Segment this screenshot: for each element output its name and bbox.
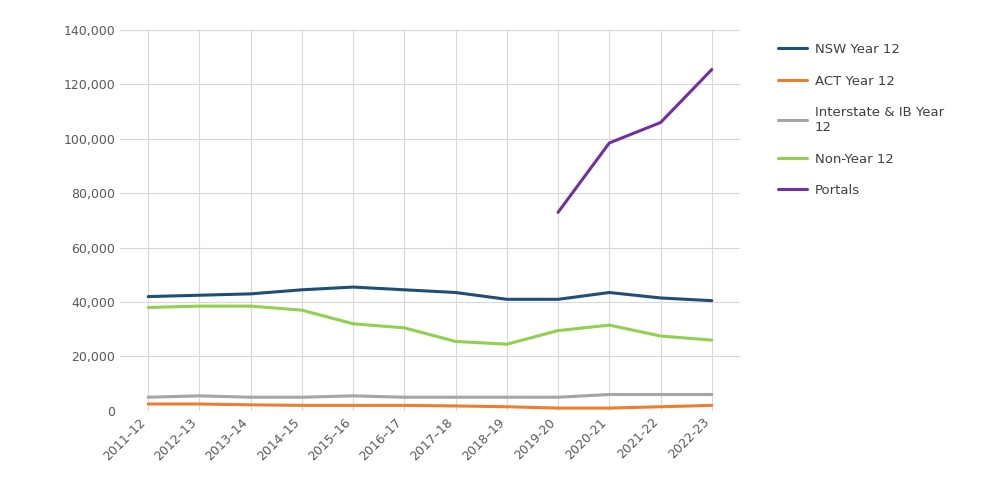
Interstate & IB Year
12 [142,394,154,400]
Non-Year 12 [603,322,615,328]
Non-Year 12 [193,303,205,309]
Non-Year 12 [655,333,667,339]
NSW Year 12 [501,296,513,302]
Non-Year 12 [398,325,410,331]
Non-Year 12 [552,328,564,334]
Portals [552,209,564,215]
Line: Non-Year 12: Non-Year 12 [148,306,712,344]
Non-Year 12 [450,339,462,345]
NSW Year 12 [450,290,462,296]
ACT Year 12 [347,402,359,408]
ACT Year 12 [450,403,462,409]
ACT Year 12 [398,402,410,408]
Interstate & IB Year
12 [706,391,718,397]
Line: NSW Year 12: NSW Year 12 [148,287,712,301]
Interstate & IB Year
12 [347,393,359,399]
NSW Year 12 [552,296,564,302]
NSW Year 12 [193,292,205,298]
NSW Year 12 [603,290,615,296]
Interstate & IB Year
12 [193,393,205,399]
Interstate & IB Year
12 [296,394,308,400]
ACT Year 12 [296,402,308,408]
NSW Year 12 [655,295,667,301]
NSW Year 12 [296,287,308,293]
Portals [706,67,718,73]
ACT Year 12 [655,404,667,410]
Line: Portals: Portals [558,70,712,212]
ACT Year 12 [552,405,564,411]
NSW Year 12 [347,284,359,290]
Portals [655,120,667,126]
Interstate & IB Year
12 [398,394,410,400]
Non-Year 12 [347,321,359,327]
ACT Year 12 [501,404,513,410]
Non-Year 12 [501,341,513,347]
Non-Year 12 [245,303,257,309]
Interstate & IB Year
12 [655,391,667,397]
ACT Year 12 [603,405,615,411]
ACT Year 12 [142,401,154,407]
NSW Year 12 [706,298,718,304]
Interstate & IB Year
12 [450,394,462,400]
Line: Interstate & IB Year
12: Interstate & IB Year 12 [148,394,712,397]
Interstate & IB Year
12 [245,394,257,400]
ACT Year 12 [706,402,718,408]
Non-Year 12 [142,305,154,311]
Portals [603,140,615,146]
ACT Year 12 [245,402,257,408]
NSW Year 12 [142,294,154,300]
Line: ACT Year 12: ACT Year 12 [148,404,712,408]
ACT Year 12 [193,401,205,407]
Interstate & IB Year
12 [603,391,615,397]
Non-Year 12 [296,307,308,313]
Legend: NSW Year 12, ACT Year 12, Interstate & IB Year
12, Non-Year 12, Portals: NSW Year 12, ACT Year 12, Interstate & I… [771,37,951,204]
Interstate & IB Year
12 [552,394,564,400]
NSW Year 12 [245,291,257,297]
NSW Year 12 [398,287,410,293]
Interstate & IB Year
12 [501,394,513,400]
Non-Year 12 [706,337,718,343]
